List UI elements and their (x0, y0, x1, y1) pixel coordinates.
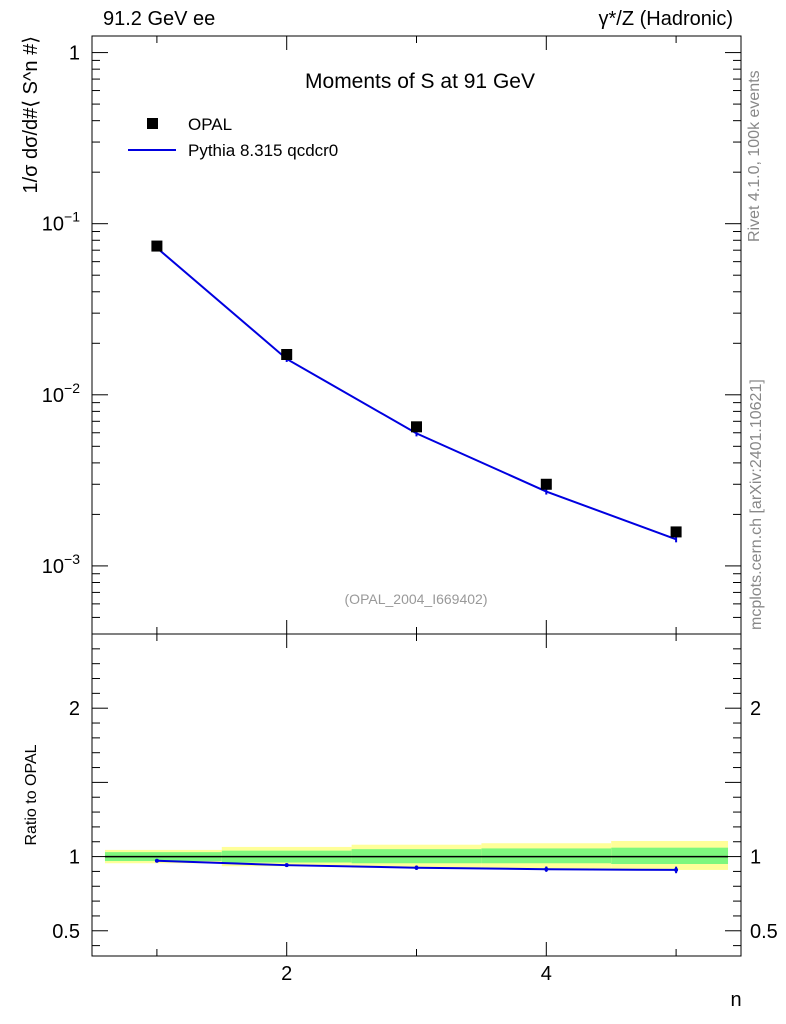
ratio-y-axis-label: Ratio to OPAL (23, 744, 40, 845)
y-tick-label: 10−3 (42, 551, 80, 578)
chart-title: Moments of S at 91 GeV (305, 70, 535, 93)
ratio-point (284, 863, 289, 868)
ratio-y-tick-label-left: 1 (69, 847, 80, 869)
ratio-point (544, 867, 549, 872)
opal-point (540, 478, 552, 490)
pythia-line (156, 247, 677, 541)
y-tick-label: 10−2 (42, 380, 80, 407)
watermark-label: (OPAL_2004_I669402) (345, 591, 488, 607)
y-tick-label: 10−1 (42, 209, 80, 236)
header-left: 91.2 GeV ee (103, 8, 216, 30)
ratio-y-tick-label-left: 2 (69, 698, 80, 720)
x-tick-label: 4 (541, 963, 552, 985)
ratio-y-tick-label-right: 0.5 (750, 921, 778, 943)
x-tick-label: 2 (281, 963, 292, 985)
legend-label-opal: OPAL (188, 115, 232, 134)
opal-point (670, 526, 682, 538)
opal-point (281, 348, 293, 360)
ratio-y-tick-label-left: 0.5 (52, 921, 80, 943)
ratio-point (414, 865, 419, 870)
y-tick-label: 1 (69, 43, 80, 65)
ratio-point (154, 858, 159, 863)
main-plot-panel: 1 10−1 10−2 10−3 1/σ dσ/d#⟨ S^n #⟩ Moments of… (20, 35, 742, 956)
y-axis-label: 1/σ dσ/d#⟨ S^n #⟩ (20, 36, 42, 194)
opal-point (151, 240, 163, 252)
header-right: γ*/Z (Hadronic) (598, 8, 733, 30)
ratio-plot-frame (91, 633, 742, 957)
ratio-plot-panel: 2 4 n 0.5 0.5 1 1 2 2 Ratio to OPAL (23, 633, 778, 1011)
x-axis-label: n (730, 989, 741, 1011)
ratio-point (674, 867, 679, 872)
legend-label-pythia: Pythia 8.315 qcdcr0 (188, 141, 338, 160)
legend-marker-opal (147, 118, 158, 129)
opal-point (411, 421, 422, 433)
ratio-y-tick-label-right: 1 (750, 847, 761, 869)
ratio-y-tick-label-right: 2 (750, 698, 761, 720)
